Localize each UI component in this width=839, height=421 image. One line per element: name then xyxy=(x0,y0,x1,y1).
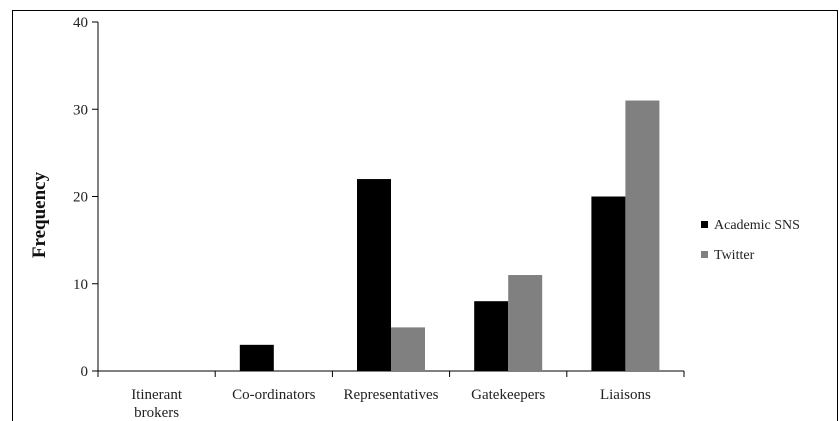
bar-twitter xyxy=(391,327,425,371)
bar-twitter xyxy=(508,275,543,371)
bar-academic-sns xyxy=(357,179,391,371)
legend-swatch xyxy=(701,251,708,258)
chart-frame xyxy=(12,10,838,421)
x-tick-label: Liaisons xyxy=(600,387,651,403)
y-axis-label: Frequency xyxy=(29,171,50,258)
legend: Academic SNS Twitter xyxy=(701,218,800,263)
y-tick-label: 30 xyxy=(73,102,88,118)
x-tick-label: Representatives xyxy=(344,387,439,403)
x-tick-label: Itinerant brokers xyxy=(131,387,183,421)
y-tick-label: 40 xyxy=(73,15,88,31)
legend-label: Academic SNS xyxy=(714,218,800,233)
bar-academic-sns xyxy=(474,301,509,371)
bar-twitter xyxy=(625,100,660,372)
y-tick-label: 20 xyxy=(73,190,88,206)
bar-academic-sns xyxy=(239,344,274,371)
legend-swatch xyxy=(701,221,708,228)
y-tick-label: 10 xyxy=(73,277,88,293)
x-tick-label: Co-ordinators xyxy=(232,387,315,403)
x-axis: Itinerant brokers Co-ordinators Representat… xyxy=(97,370,685,421)
bar-academic-sns xyxy=(591,196,626,371)
legend-label: Twitter xyxy=(714,248,755,263)
bars xyxy=(239,100,660,372)
y-tick-label: 0 xyxy=(81,364,89,380)
x-tick-label: Gatekeepers xyxy=(471,387,545,403)
y-axis: 0 10 20 30 40 xyxy=(73,15,99,380)
